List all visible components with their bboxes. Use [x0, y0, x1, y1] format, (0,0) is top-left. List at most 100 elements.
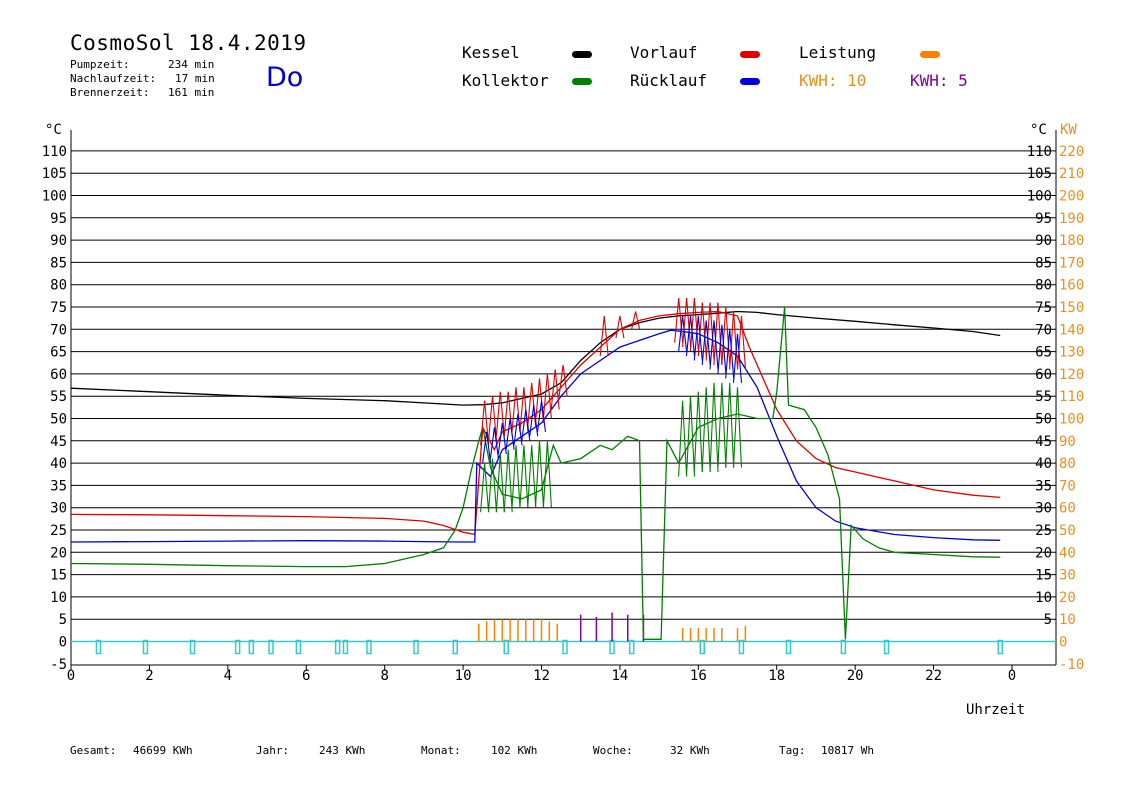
- y-tick-label-kw: 70: [1059, 478, 1076, 494]
- stat-pumpzeit-value: 234 min: [168, 58, 215, 71]
- y-tick-label-kw: 180: [1059, 233, 1084, 249]
- pump-marker: [189, 639, 196, 655]
- rucklauf-spike: [701, 320, 711, 366]
- kollektor-spike: [480, 463, 490, 513]
- rucklauf-spike: [513, 413, 523, 446]
- pump-marker: [503, 639, 509, 655]
- y-tick-label-right: 20: [1035, 545, 1052, 561]
- y-tick-label-left: 70: [50, 322, 67, 338]
- pump-marker: [628, 639, 635, 655]
- y-tick-label-kw: 100: [1059, 412, 1084, 428]
- legend-leistung-swatch: [920, 51, 940, 58]
- kollektor-spike: [725, 382, 735, 468]
- legend-kessel-label: Kessel: [462, 43, 520, 62]
- y-tick-label-right: 25: [1035, 523, 1052, 539]
- pump-marker: [562, 639, 568, 655]
- pump-marker: [95, 639, 102, 655]
- kollektor-spike: [685, 396, 696, 477]
- y-tick-label-left: 5: [59, 612, 67, 628]
- x-tick-label: 8: [380, 668, 388, 684]
- kollektor-spike: [527, 445, 537, 508]
- footer-monat-value: 102 KWh: [491, 744, 538, 757]
- rucklauf-spike: [732, 333, 743, 383]
- kollektor-spike: [732, 387, 743, 468]
- y-tick-label-left: 40: [50, 456, 67, 472]
- footer-monat-label: Monat:: [421, 744, 461, 757]
- rucklauf-spike: [505, 418, 515, 450]
- pump-marker: [452, 639, 458, 655]
- series-line-vorlauf: [70, 310, 1001, 536]
- kollektor-spike: [534, 440, 545, 508]
- y-tick-label-left: 100: [42, 189, 67, 205]
- y-tick-label-kw: 150: [1059, 300, 1084, 316]
- y-tick-label-kw: 220: [1059, 144, 1084, 160]
- x-tick-label: 12: [533, 668, 550, 684]
- y-tick-label-left: 45: [50, 434, 67, 450]
- rucklauf-spike: [482, 431, 492, 464]
- pump-marker: [413, 639, 419, 655]
- y-tick-label-right: 35: [1035, 478, 1052, 494]
- y-tick-label-kw: 80: [1059, 456, 1076, 472]
- y-tick-label-kw: 120: [1059, 367, 1084, 383]
- x-axis-label: Uhrzeit: [966, 702, 1026, 718]
- footer-woche-value: 32 KWh: [670, 744, 710, 757]
- y-tick-label-left: 10: [50, 590, 67, 606]
- footer-woche-label: Woche:: [593, 744, 633, 757]
- vorlauf-spike: [495, 391, 505, 437]
- y-tick-label-right: 100: [1027, 189, 1052, 205]
- y-tick-label-right: 10: [1035, 590, 1052, 606]
- y-tick-label-right: 30: [1035, 501, 1052, 517]
- vorlauf-spike: [542, 373, 552, 419]
- rucklauf-spike: [717, 324, 727, 374]
- y-tick-label-kw: 90: [1059, 434, 1076, 450]
- y-tick-label-left: 95: [50, 211, 67, 227]
- rucklauf-spike: [678, 315, 688, 352]
- y-tick-label-kw: 50: [1059, 523, 1076, 539]
- y-tick-label-right: 40: [1035, 456, 1052, 472]
- y-tick-label-left: 35: [50, 478, 67, 494]
- kollektor-spike: [503, 449, 513, 513]
- kollektor-spike: [542, 440, 552, 508]
- series-line-rucklauf: [70, 329, 1001, 543]
- rucklauf-spike: [497, 422, 507, 455]
- footer-jahr-value: 243 KWh: [319, 744, 366, 757]
- y-tick-label-left: 15: [50, 568, 67, 584]
- rucklauf-spike: [536, 400, 547, 432]
- y-tick-label-left: -5: [50, 657, 67, 673]
- pump-marker: [142, 639, 149, 655]
- vorlauf-spike: [550, 369, 560, 410]
- y-tick-label-left: 60: [50, 367, 67, 383]
- legend-vorlauf-label: Vorlauf: [630, 43, 698, 62]
- y-tick-label-left: 20: [50, 545, 67, 561]
- kollektor-spike: [678, 400, 688, 477]
- y-tick-label-right: 60: [1035, 367, 1052, 383]
- y-tick-label-left: 75: [50, 300, 67, 316]
- pump-marker: [738, 639, 745, 655]
- y-tick-label-kw: 130: [1059, 345, 1084, 361]
- pump-marker: [234, 639, 241, 655]
- rucklauf-spike: [725, 329, 735, 379]
- x-tick-label: 2: [145, 668, 153, 684]
- pump-marker: [997, 639, 1003, 655]
- pump-marker: [883, 639, 890, 655]
- footer-tag-label: Tag:: [779, 744, 806, 757]
- weekday-label: Do: [266, 62, 304, 93]
- chart-title: CosmoSol 18.4.2019: [70, 31, 307, 55]
- x-tick-label: 16: [690, 668, 707, 684]
- kollektor-spike: [511, 445, 521, 508]
- vorlauf-spike: [558, 364, 568, 397]
- x-tick-label: 6: [302, 668, 310, 684]
- y-tick-label-kw: 20: [1059, 590, 1076, 606]
- vorlauf-spike: [674, 298, 684, 343]
- x-tick-label: 20: [847, 668, 864, 684]
- x-tick-label: 0: [67, 668, 75, 684]
- y-tick-label-right: 15: [1035, 568, 1052, 584]
- y-tick-label-left: 25: [50, 523, 67, 539]
- kollektor-spike: [693, 391, 703, 473]
- y-tick-label-left: 105: [42, 166, 67, 182]
- kollektor-spike: [519, 445, 529, 508]
- legend-kollektor-label: Kollektor: [462, 71, 549, 90]
- legend-kollektor-swatch: [572, 78, 592, 85]
- y-tick-label-right: 50: [1035, 412, 1052, 428]
- y-tick-label-left: 85: [50, 255, 67, 271]
